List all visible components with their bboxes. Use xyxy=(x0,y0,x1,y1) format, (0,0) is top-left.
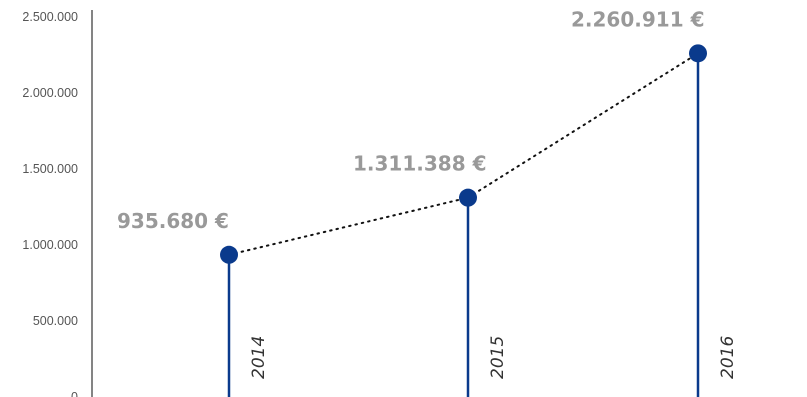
connector-line xyxy=(467,52,699,199)
value-labels: 935.680 € 1.311.388 € 2.260.911 € xyxy=(117,7,705,232)
connector-line xyxy=(228,196,469,256)
y-tick-label: 500.000 xyxy=(33,314,78,328)
year-labels: 2014 2015 2016 xyxy=(249,336,738,379)
value-label: 2.260.911 € xyxy=(571,7,705,31)
connectors xyxy=(228,52,699,256)
x-category-label: 2014 xyxy=(249,336,269,379)
y-tick-label: 2.500.000 xyxy=(22,10,78,24)
x-category-label: 2015 xyxy=(488,336,508,379)
data-points xyxy=(220,44,707,264)
data-point xyxy=(220,245,238,264)
data-point xyxy=(689,44,707,63)
data-point xyxy=(459,188,477,207)
y-tick-label: 2.000.000 xyxy=(22,86,78,100)
y-tick-label: 1.000.000 xyxy=(22,238,78,252)
y-axis-ticks: 0 500.000 1.000.000 1.500.000 2.000.000 2.500… xyxy=(22,10,78,397)
x-category-label: 2016 xyxy=(718,336,738,379)
y-tick-label: 1.500.000 xyxy=(22,162,78,176)
stems xyxy=(227,53,700,397)
y-tick-label: 0 xyxy=(71,390,78,397)
value-label: 1.311.388 € xyxy=(353,152,487,176)
value-label: 935.680 € xyxy=(117,209,229,233)
